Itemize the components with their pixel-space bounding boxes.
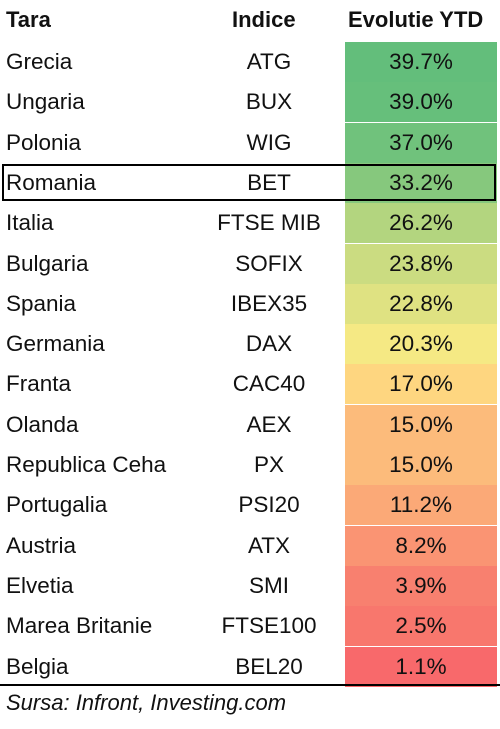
country-cell: Portugalia (6, 492, 108, 517)
country-cell: Franta (6, 371, 72, 396)
index-cell: BUX (245, 89, 293, 114)
index-cell: BET (247, 170, 291, 195)
country-cell: Grecia (6, 49, 73, 74)
table-row: Republica Ceha PX 15.0% (0, 445, 500, 485)
table-row: Olanda AEX 15.0% (0, 405, 500, 445)
performance-color-cell (345, 284, 497, 324)
performance-cell: 33.2% (389, 170, 453, 195)
country-cell: Belgia (6, 654, 69, 679)
country-cell: Spania (6, 291, 77, 316)
index-cell: WIG (246, 130, 292, 155)
table-row: Portugalia PSI20 11.2% (0, 485, 500, 525)
index-cell: FTSE100 (221, 613, 317, 638)
header-performance: Evolutie YTD (348, 7, 484, 32)
performance-color-cell (345, 163, 497, 203)
header-index: Indice (232, 7, 296, 32)
performance-cell: 37.0% (389, 130, 453, 155)
country-cell: Germania (6, 331, 105, 356)
country-cell: Romania (6, 170, 97, 195)
index-cell: FTSE MIB (217, 210, 321, 235)
table-row: Germania DAX 20.3% (0, 324, 500, 364)
footer-divider (0, 684, 500, 686)
performance-cell: 3.9% (395, 573, 447, 598)
performance-cell: 8.2% (395, 533, 447, 558)
table-row: Spania IBEX35 22.8% (0, 284, 500, 324)
index-cell: SOFIX (235, 251, 303, 276)
index-cell: PSI20 (238, 492, 300, 517)
index-cell: PX (253, 452, 284, 477)
table-header: Tara Indice Evolutie YTD (0, 0, 500, 38)
table-row: Romania BET 33.2% (0, 163, 500, 203)
country-cell: Bulgaria (6, 251, 89, 276)
performance-cell: 1.1% (395, 654, 447, 679)
header-country: Tara (6, 7, 51, 32)
index-cell: CAC40 (232, 371, 306, 396)
performance-cell: 39.0% (389, 89, 453, 114)
table-row: Ungaria BUX 39.0% (0, 82, 500, 122)
performance-color-cell (345, 324, 497, 364)
performance-color-cell (345, 566, 497, 606)
performance-color-cell (345, 485, 497, 525)
index-cell: DAX (245, 331, 293, 356)
performance-cell: 22.8% (389, 291, 453, 316)
performance-color-cell (345, 244, 497, 284)
country-cell: Austria (6, 533, 77, 558)
performance-color-cell (345, 123, 497, 163)
performance-color-cell (345, 405, 497, 445)
country-cell: Italia (6, 210, 54, 235)
performance-cell: 23.8% (389, 251, 453, 276)
performance-color-cell (345, 445, 497, 485)
table-row: Polonia WIG 37.0% (0, 123, 500, 163)
performance-color-cell (345, 606, 497, 646)
country-cell: Olanda (6, 412, 79, 437)
country-cell: Elvetia (6, 573, 74, 598)
table-row: Bulgaria SOFIX 23.8% (0, 244, 500, 284)
performance-color-cell (345, 647, 497, 687)
performance-cell: 26.2% (389, 210, 453, 235)
performance-cell: 11.2% (389, 492, 453, 517)
table-row: Austria ATX 8.2% (0, 526, 500, 566)
index-cell: BEL20 (235, 654, 303, 679)
source-note: Sursa: Infront, Investing.com (6, 690, 287, 715)
performance-cell: 39.7% (389, 49, 453, 74)
performance-cell: 20.3% (389, 331, 453, 356)
index-cell: IBEX35 (230, 291, 308, 316)
table-row: Franta CAC40 17.0% (0, 364, 500, 404)
table-row: Belgia BEL20 1.1% (0, 647, 500, 687)
index-cell: AEX (246, 412, 292, 437)
performance-color-cell (345, 364, 497, 404)
performance-color-cell (345, 82, 497, 122)
table-row: Grecia ATG 39.7% (0, 42, 500, 82)
country-cell: Polonia (6, 130, 82, 155)
performance-color-cell (345, 203, 497, 243)
table-row: Marea Britanie FTSE100 2.5% (0, 606, 500, 646)
index-cell: ATG (246, 49, 292, 74)
country-cell: Republica Ceha (6, 452, 167, 477)
performance-color-cell (345, 526, 497, 566)
country-cell: Ungaria (6, 89, 85, 114)
performance-cell: 15.0% (389, 452, 453, 477)
index-cell: SMI (248, 573, 289, 598)
performance-color-cell (345, 42, 497, 82)
performance-cell: 15.0% (389, 412, 453, 437)
performance-cell: 2.5% (395, 613, 447, 638)
table-row: Elvetia SMI 3.9% (0, 566, 500, 606)
country-cell: Marea Britanie (6, 613, 153, 638)
table-row: Italia FTSE MIB 26.2% (0, 203, 500, 243)
index-cell: ATX (247, 533, 291, 558)
performance-cell: 17.0% (389, 371, 453, 396)
